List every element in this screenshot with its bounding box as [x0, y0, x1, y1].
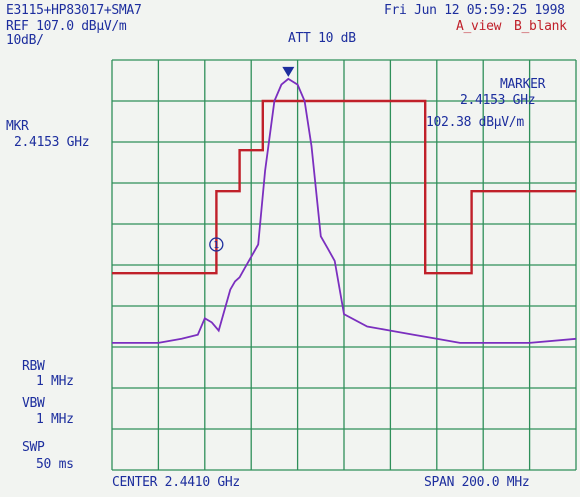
sweep-label: SWP — [22, 440, 45, 455]
reference-level: REF 107.0 dBµV/m — [6, 19, 127, 34]
rbw-label: RBW — [22, 359, 45, 374]
mkr-label: MKR — [6, 119, 29, 134]
marker-level: 102.38 dBµV/m — [426, 115, 524, 130]
marker-frequency: 2.4153 GHz — [460, 93, 536, 108]
trace-a-mode: A_view — [456, 19, 502, 34]
spectrum-trace — [112, 77, 577, 344]
rbw-value: 1 MHz — [36, 374, 74, 389]
scale-per-division: 10dB/ — [6, 33, 44, 48]
marker-triangle-icon — [282, 66, 295, 77]
center-frequency: CENTER 2.4410 GHz — [112, 475, 240, 490]
attenuation: ATT 10 dB — [288, 31, 356, 46]
limit-line — [112, 99, 576, 275]
marker-annotation: 1 — [209, 237, 224, 252]
marker-title: MARKER — [500, 77, 546, 92]
trace-b-mode: B_blank — [514, 19, 567, 34]
instrument-label: E3115+HP83017+SMA7 — [6, 3, 142, 18]
sweep-value: 50 ms — [36, 457, 74, 472]
vbw-value: 1 MHz — [36, 412, 74, 427]
frequency-span: SPAN 200.0 MHz — [424, 475, 530, 490]
marker-annotation-label: 1 — [213, 240, 219, 251]
datetime: Fri Jun 12 05:59:25 1998 — [384, 3, 565, 18]
vbw-label: VBW — [22, 396, 45, 411]
mkr-frequency: 2.4153 GHz — [14, 135, 90, 150]
graticule — [111, 59, 577, 471]
